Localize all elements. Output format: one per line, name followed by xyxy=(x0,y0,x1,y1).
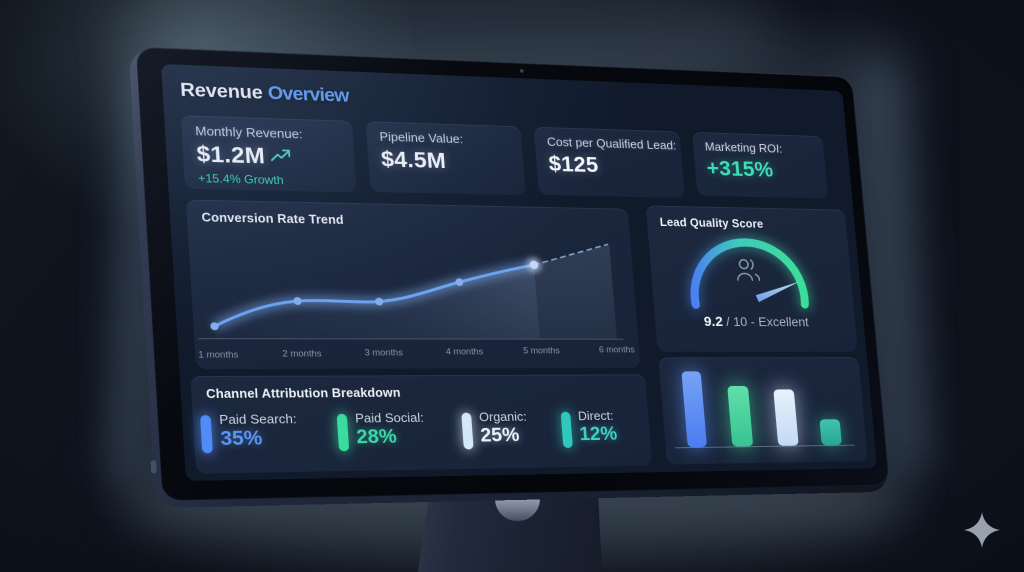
svg-text:1 months: 1 months xyxy=(198,350,239,361)
svg-text:5 months: 5 months xyxy=(523,346,560,356)
svg-text:3 months: 3 months xyxy=(364,348,403,358)
svg-text:2 months: 2 months xyxy=(282,349,322,360)
svg-text:6 months: 6 months xyxy=(599,345,636,355)
svg-text:4 months: 4 months xyxy=(446,347,484,357)
